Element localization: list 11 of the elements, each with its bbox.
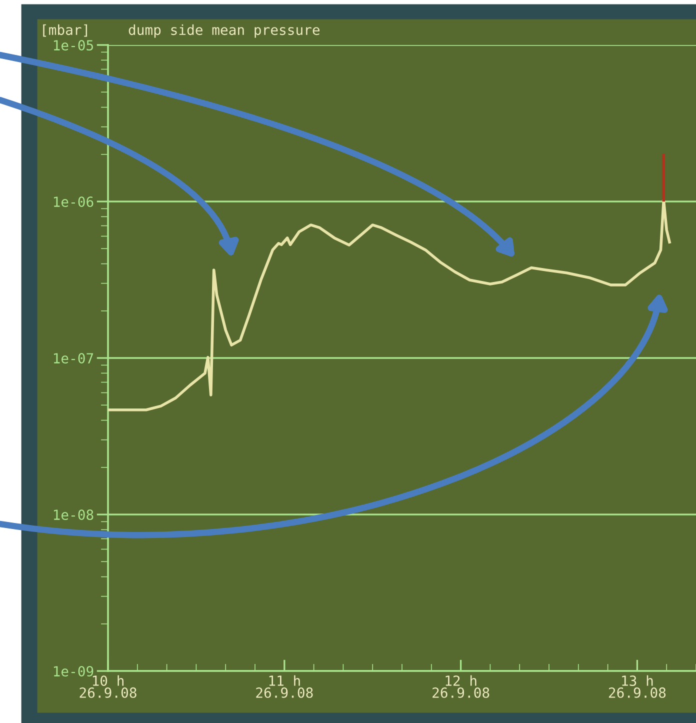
y-tick-label: 1e-07 bbox=[54, 353, 94, 364]
y-axis-title: [mbar] bbox=[43, 24, 88, 37]
y-tick-label: 1e-06 bbox=[54, 196, 94, 208]
chart-title: dump side mean pressure bbox=[128, 24, 320, 38]
x-tick-label: 12 h 26.9.08 bbox=[432, 675, 490, 698]
x-tick-label: 10 h 26.9.08 bbox=[80, 675, 136, 698]
x-tick-label: 13 h 26.9.08 bbox=[608, 675, 666, 698]
y-tick-label: 1e-09 bbox=[54, 666, 94, 677]
y-tick-label: 1e-08 bbox=[54, 510, 94, 520]
x-tick-label: 11 h 26.9.08 bbox=[256, 675, 313, 698]
y-tick-label: 1e-05 bbox=[54, 40, 93, 51]
